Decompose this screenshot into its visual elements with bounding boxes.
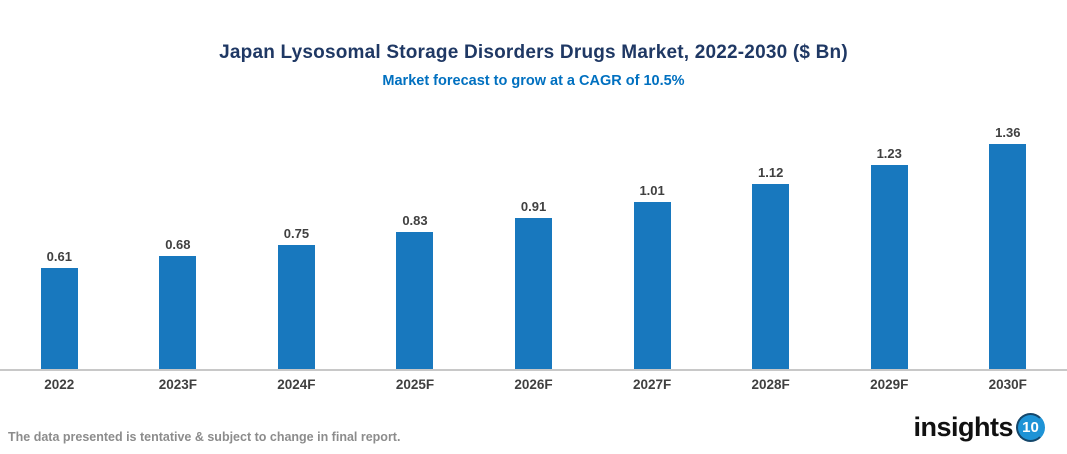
bar-value-label: 1.01: [639, 183, 665, 198]
x-axis-label: 2022: [44, 377, 75, 392]
bar: [396, 232, 434, 369]
bar-value-label: 1.12: [758, 165, 784, 180]
bar-column: 1.36: [949, 125, 1067, 369]
bar-value-label: 1.23: [876, 146, 902, 161]
logo-wordmark: insights: [913, 412, 1013, 442]
bar-column: 0.75: [237, 226, 356, 369]
bar-column: 0.83: [356, 213, 475, 369]
bar-column: 1.01: [593, 183, 712, 369]
x-axis-label: 2027F: [632, 377, 672, 392]
bar: [515, 218, 553, 369]
bar-column: 1.12: [711, 165, 830, 369]
bar: [633, 202, 671, 369]
bar: [277, 245, 315, 369]
x-axis-label: 2023F: [158, 377, 197, 392]
x-axis-label: 2026F: [514, 377, 553, 392]
bar: [40, 268, 78, 369]
x-axis-labels: 2022 2023F 2024F 2025F 2026F 2027F 2028F 2029F 2…: [0, 371, 1067, 392]
chart-subtitle: Market forecast to grow at a CAGR of 10.…: [382, 73, 685, 89]
bar: [159, 256, 197, 369]
logo-10-badge-icon: 10: [1016, 413, 1045, 442]
bar-value-label: 0.83: [402, 213, 428, 228]
bar: [989, 144, 1027, 369]
x-axis-label: 2029F: [870, 377, 909, 392]
bar-column: 0.68: [119, 237, 238, 369]
bar: [870, 165, 908, 369]
x-axis-label: 2028F: [751, 377, 790, 392]
x-axis-label: 2024F: [277, 377, 316, 392]
bar-value-label: 1.36: [995, 125, 1021, 140]
bar-value-label: 0.61: [46, 249, 72, 264]
bar-value-label: 0.91: [520, 199, 547, 214]
bar-column: 0.91: [474, 199, 593, 369]
x-axis-label: 2025F: [395, 377, 435, 392]
bar-value-label: 0.75: [283, 226, 310, 241]
disclaimer-note: The data presented is tentative & subjec…: [8, 430, 401, 444]
plot-area: 0.61 0.68 0.75 0.83 0.91 1.01 1.12 1.23 1.36: [0, 107, 1067, 371]
bar-column: 1.23: [830, 146, 949, 369]
x-axis-label: 2030F: [988, 377, 1027, 392]
bar-column: 0.61: [0, 249, 119, 369]
insights10-logo: insights 10: [913, 413, 1045, 442]
chart-title: Japan Lysosomal Storage Disorders Drugs …: [219, 42, 848, 63]
bar-value-label: 0.68: [165, 237, 191, 252]
bar: [752, 184, 790, 369]
